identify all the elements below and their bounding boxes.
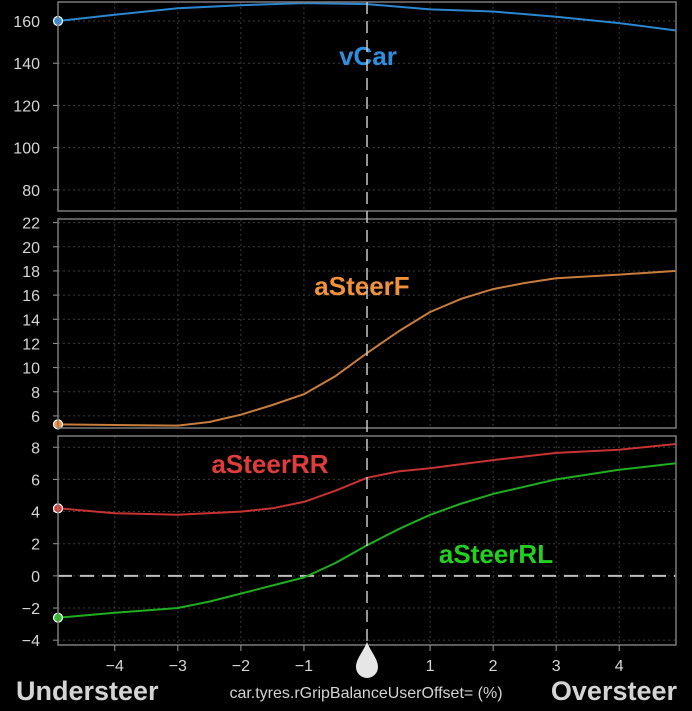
y-tick-label: 140	[13, 56, 40, 73]
y-tick-label: 12	[22, 336, 40, 353]
y-tick-label: 18	[22, 264, 40, 281]
series-label-asteerrl: aSteerRL	[439, 539, 553, 569]
y-tick-label: 6	[31, 409, 40, 426]
y-tick-label: 14	[22, 312, 40, 329]
x-axis-title: car.tyres.rGripBalanceUserOffset= (%)	[229, 685, 502, 702]
x-tick-label: −3	[169, 658, 187, 675]
oversteer-label: Oversteer	[551, 676, 678, 706]
cursor-drag-handle[interactable]	[356, 642, 378, 678]
y-tick-label: 8	[31, 440, 40, 457]
y-tick-label: −2	[22, 601, 40, 618]
y-tick-label: 100	[13, 141, 40, 158]
panel-vcar: 80 100 120 140 160 vCar	[13, 1, 677, 212]
x-tick-label: 3	[552, 658, 561, 675]
x-tick-label: 4	[615, 658, 624, 675]
x-axis: −4 −3 −2 −1 1 2 3 4	[106, 645, 624, 675]
panel-asteer-rear: −4 −2 0 2 4 6 8 aSteerRR aSteerRL	[22, 435, 677, 650]
y-tick-label: 4	[31, 505, 40, 522]
series-line-asteerrl	[57, 462, 677, 619]
x-tick-label: −1	[295, 658, 313, 675]
x-tick-label: 1	[426, 658, 435, 675]
understeer-label: Understeer	[16, 676, 159, 706]
y-tick-label: −4	[22, 633, 40, 650]
y-tick-label: 2	[31, 537, 40, 554]
y-tick-label: 160	[13, 14, 40, 31]
x-tick-label: 2	[489, 658, 498, 675]
y-tick-label: 20	[22, 240, 40, 257]
y-tick-label: 16	[22, 288, 40, 305]
y-tick-label: 22	[22, 216, 40, 233]
y-tick-label: 0	[31, 569, 40, 586]
y-tick-label: 8	[31, 385, 40, 402]
y-tick-label: 6	[31, 472, 40, 489]
panel-asteerf: 6 8 10 12 14 16 18 20 22 aSteerF	[22, 216, 677, 430]
series-label-vcar: vCar	[339, 41, 397, 71]
y-tick-label: 120	[13, 98, 40, 115]
y-tick-label: 80	[22, 183, 40, 200]
series-label-asteerrr: aSteerRR	[211, 449, 328, 479]
y-tick-label: 10	[22, 361, 40, 378]
x-tick-label: −2	[232, 658, 250, 675]
series-label-asteerf: aSteerF	[314, 271, 409, 301]
x-tick-label: −4	[106, 658, 124, 675]
